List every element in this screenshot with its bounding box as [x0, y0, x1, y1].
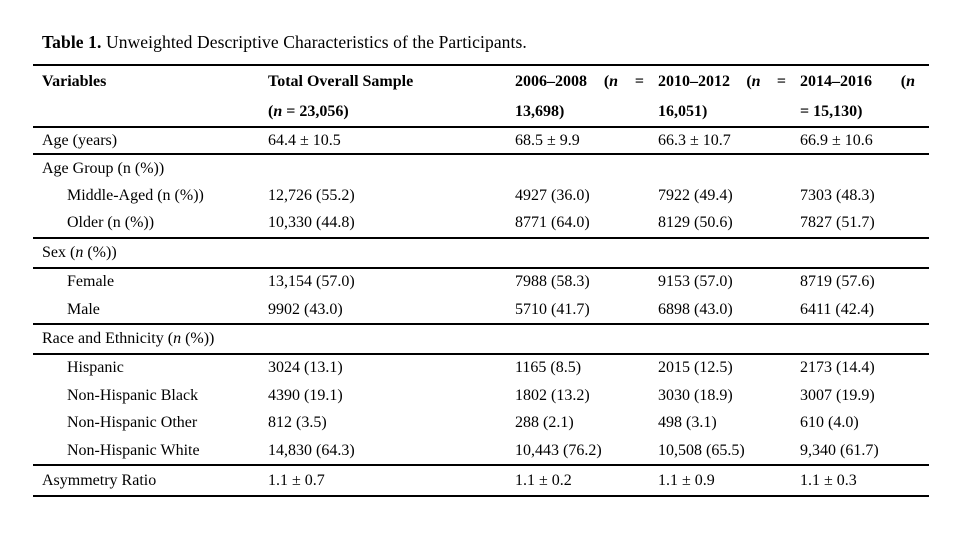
row-value: 9902 (43.0) [268, 300, 343, 318]
table-row-middle-aged: Middle-Aged (n (%)) 12,726 (55.2) 4927 (… [33, 182, 929, 209]
row-value: 9,340 (61.7) [800, 441, 879, 459]
header-cell-2010-2012: 2010–2012 (n = 16,051) [658, 66, 800, 126]
header-cell-2006-2008: 2006–2008 (n = 13,698) [515, 66, 658, 126]
row-value: 288 (2.1) [515, 414, 574, 432]
table-rule-below-sex-header [33, 266, 929, 269]
row-value: 7922 (49.4) [658, 187, 733, 205]
row-value: 8771 (64.0) [515, 214, 590, 232]
row-value: 7303 (48.3) [800, 187, 875, 205]
table-caption-label: Table 1. [42, 32, 102, 52]
table-row-non-hispanic-white: Non-Hispanic White 14,830 (64.3) 10,443 … [33, 437, 929, 464]
row-value: 2015 (12.5) [658, 359, 733, 377]
row-value: 66.3 ± 10.7 [658, 131, 731, 149]
header-line: (n = 23,056) [268, 103, 349, 120]
table-rule-below-race-header [33, 352, 929, 355]
header-line: Variables [42, 73, 107, 90]
header-line: = 15,130) [800, 103, 863, 120]
table-caption-text: Unweighted Descriptive Characteristics o… [105, 32, 527, 52]
table-header-row: Variables Total Overall Sample (n = 23,0… [33, 66, 929, 126]
table-row-non-hispanic-other: Non-Hispanic Other 812 (3.5) 288 (2.1) 4… [33, 410, 929, 437]
table-row-male: Male 9902 (43.0) 5710 (41.7) 6898 (43.0)… [33, 296, 929, 323]
row-value: 13,154 (57.0) [268, 273, 355, 291]
header-cell-variables: Variables [42, 66, 268, 96]
row-value: 1802 (13.2) [515, 386, 590, 404]
row-label: Male [67, 300, 100, 318]
header-line: 2006–2008 (n = [515, 73, 644, 90]
table-rule-below-header [33, 126, 929, 128]
row-label: Older (n (%)) [67, 214, 155, 232]
row-value: 2173 (14.4) [800, 359, 875, 377]
header-line: 2010–2012 (n = [658, 73, 786, 90]
row-value: 3007 (19.9) [800, 386, 875, 404]
row-label: Non-Hispanic White [67, 441, 200, 459]
table-row-asymmetry-ratio: Asymmetry Ratio 1.1 ± 0.7 1.1 ± 0.2 1.1 … [33, 466, 929, 495]
row-value: 8129 (50.6) [658, 214, 733, 232]
table-rule-below-age [33, 153, 929, 155]
row-value: 10,508 (65.5) [658, 441, 745, 459]
header-line: 2014–2016 (n [800, 73, 915, 90]
row-value: 7827 (51.7) [800, 214, 875, 232]
row-value: 7988 (58.3) [515, 273, 590, 291]
row-value: 9153 (57.0) [658, 273, 733, 291]
row-value: 1.1 ± 0.7 [268, 471, 325, 489]
row-value: 3030 (18.9) [658, 386, 733, 404]
row-value: 64.4 ± 10.5 [268, 131, 341, 149]
table-rule-below-sex [33, 323, 929, 326]
table-caption: Table 1. Unweighted Descriptive Characte… [33, 0, 929, 64]
row-value: 1165 (8.5) [515, 359, 582, 377]
header-line: 16,051) [658, 103, 708, 120]
section-label: Sex (n (%)) [42, 243, 117, 261]
row-value: 498 (3.1) [658, 414, 717, 432]
table-row-age: Age (years) 64.4 ± 10.5 68.5 ± 9.9 66.3 … [33, 128, 929, 153]
row-value: 12,726 (55.2) [268, 187, 355, 205]
row-label: Female [67, 273, 115, 291]
row-label: Age (years) [42, 131, 118, 149]
row-label: Non-Hispanic Other [67, 414, 198, 432]
table-rule-bottom [33, 495, 929, 498]
row-value: 66.9 ± 10.6 [800, 131, 873, 149]
row-value: 610 (4.0) [800, 414, 859, 432]
row-value: 4927 (36.0) [515, 187, 590, 205]
section-label: Age Group (n (%)) [42, 159, 165, 177]
row-value: 6898 (43.0) [658, 300, 733, 318]
row-value: 10,443 (76.2) [515, 441, 602, 459]
row-label: Middle-Aged (n (%)) [67, 187, 204, 205]
row-value: 812 (3.5) [268, 414, 327, 432]
table-rule-top [33, 64, 929, 66]
header-line: 13,698) [515, 103, 565, 120]
table-rule-below-age-group [33, 237, 929, 240]
section-label: Race and Ethnicity (n (%)) [42, 330, 215, 348]
row-value: 1.1 ± 0.3 [800, 471, 857, 489]
table-row-female: Female 13,154 (57.0) 7988 (58.3) 9153 (5… [33, 269, 929, 296]
row-value: 8719 (57.6) [800, 273, 875, 291]
header-line: Total Overall Sample [268, 73, 414, 90]
table-row-older: Older (n (%)) 10,330 (44.8) 8771 (64.0) … [33, 210, 929, 237]
table-row-hispanic: Hispanic 3024 (13.1) 1165 (8.5) 2015 (12… [33, 355, 929, 382]
row-label: Asymmetry Ratio [42, 471, 157, 489]
table-row-non-hispanic-black: Non-Hispanic Black 4390 (19.1) 1802 (13.… [33, 382, 929, 409]
row-value: 3024 (13.1) [268, 359, 343, 377]
header-cell-total-sample: Total Overall Sample (n = 23,056) [268, 66, 515, 126]
row-value: 4390 (19.1) [268, 386, 343, 404]
row-value: 5710 (41.7) [515, 300, 590, 318]
row-label: Non-Hispanic Black [67, 386, 199, 404]
row-value: 14,830 (64.3) [268, 441, 355, 459]
row-value: 1.1 ± 0.2 [515, 471, 572, 489]
table-row-age-group-section: Age Group (n (%)) [33, 155, 929, 182]
table-row-race-section: Race and Ethnicity (n (%)) [33, 325, 929, 352]
row-label: Hispanic [67, 359, 124, 377]
row-value: 1.1 ± 0.9 [658, 471, 715, 489]
header-cell-2014-2016: 2014–2016 (n = 15,130) [800, 66, 929, 126]
row-value: 6411 (42.4) [800, 300, 875, 318]
row-value: 10,330 (44.8) [268, 214, 355, 232]
table-rule-below-race [33, 464, 929, 467]
row-value: 68.5 ± 9.9 [515, 131, 580, 149]
table-container: Table 1. Unweighted Descriptive Characte… [33, 0, 929, 498]
table-row-sex-section: Sex (n (%)) [33, 239, 929, 266]
